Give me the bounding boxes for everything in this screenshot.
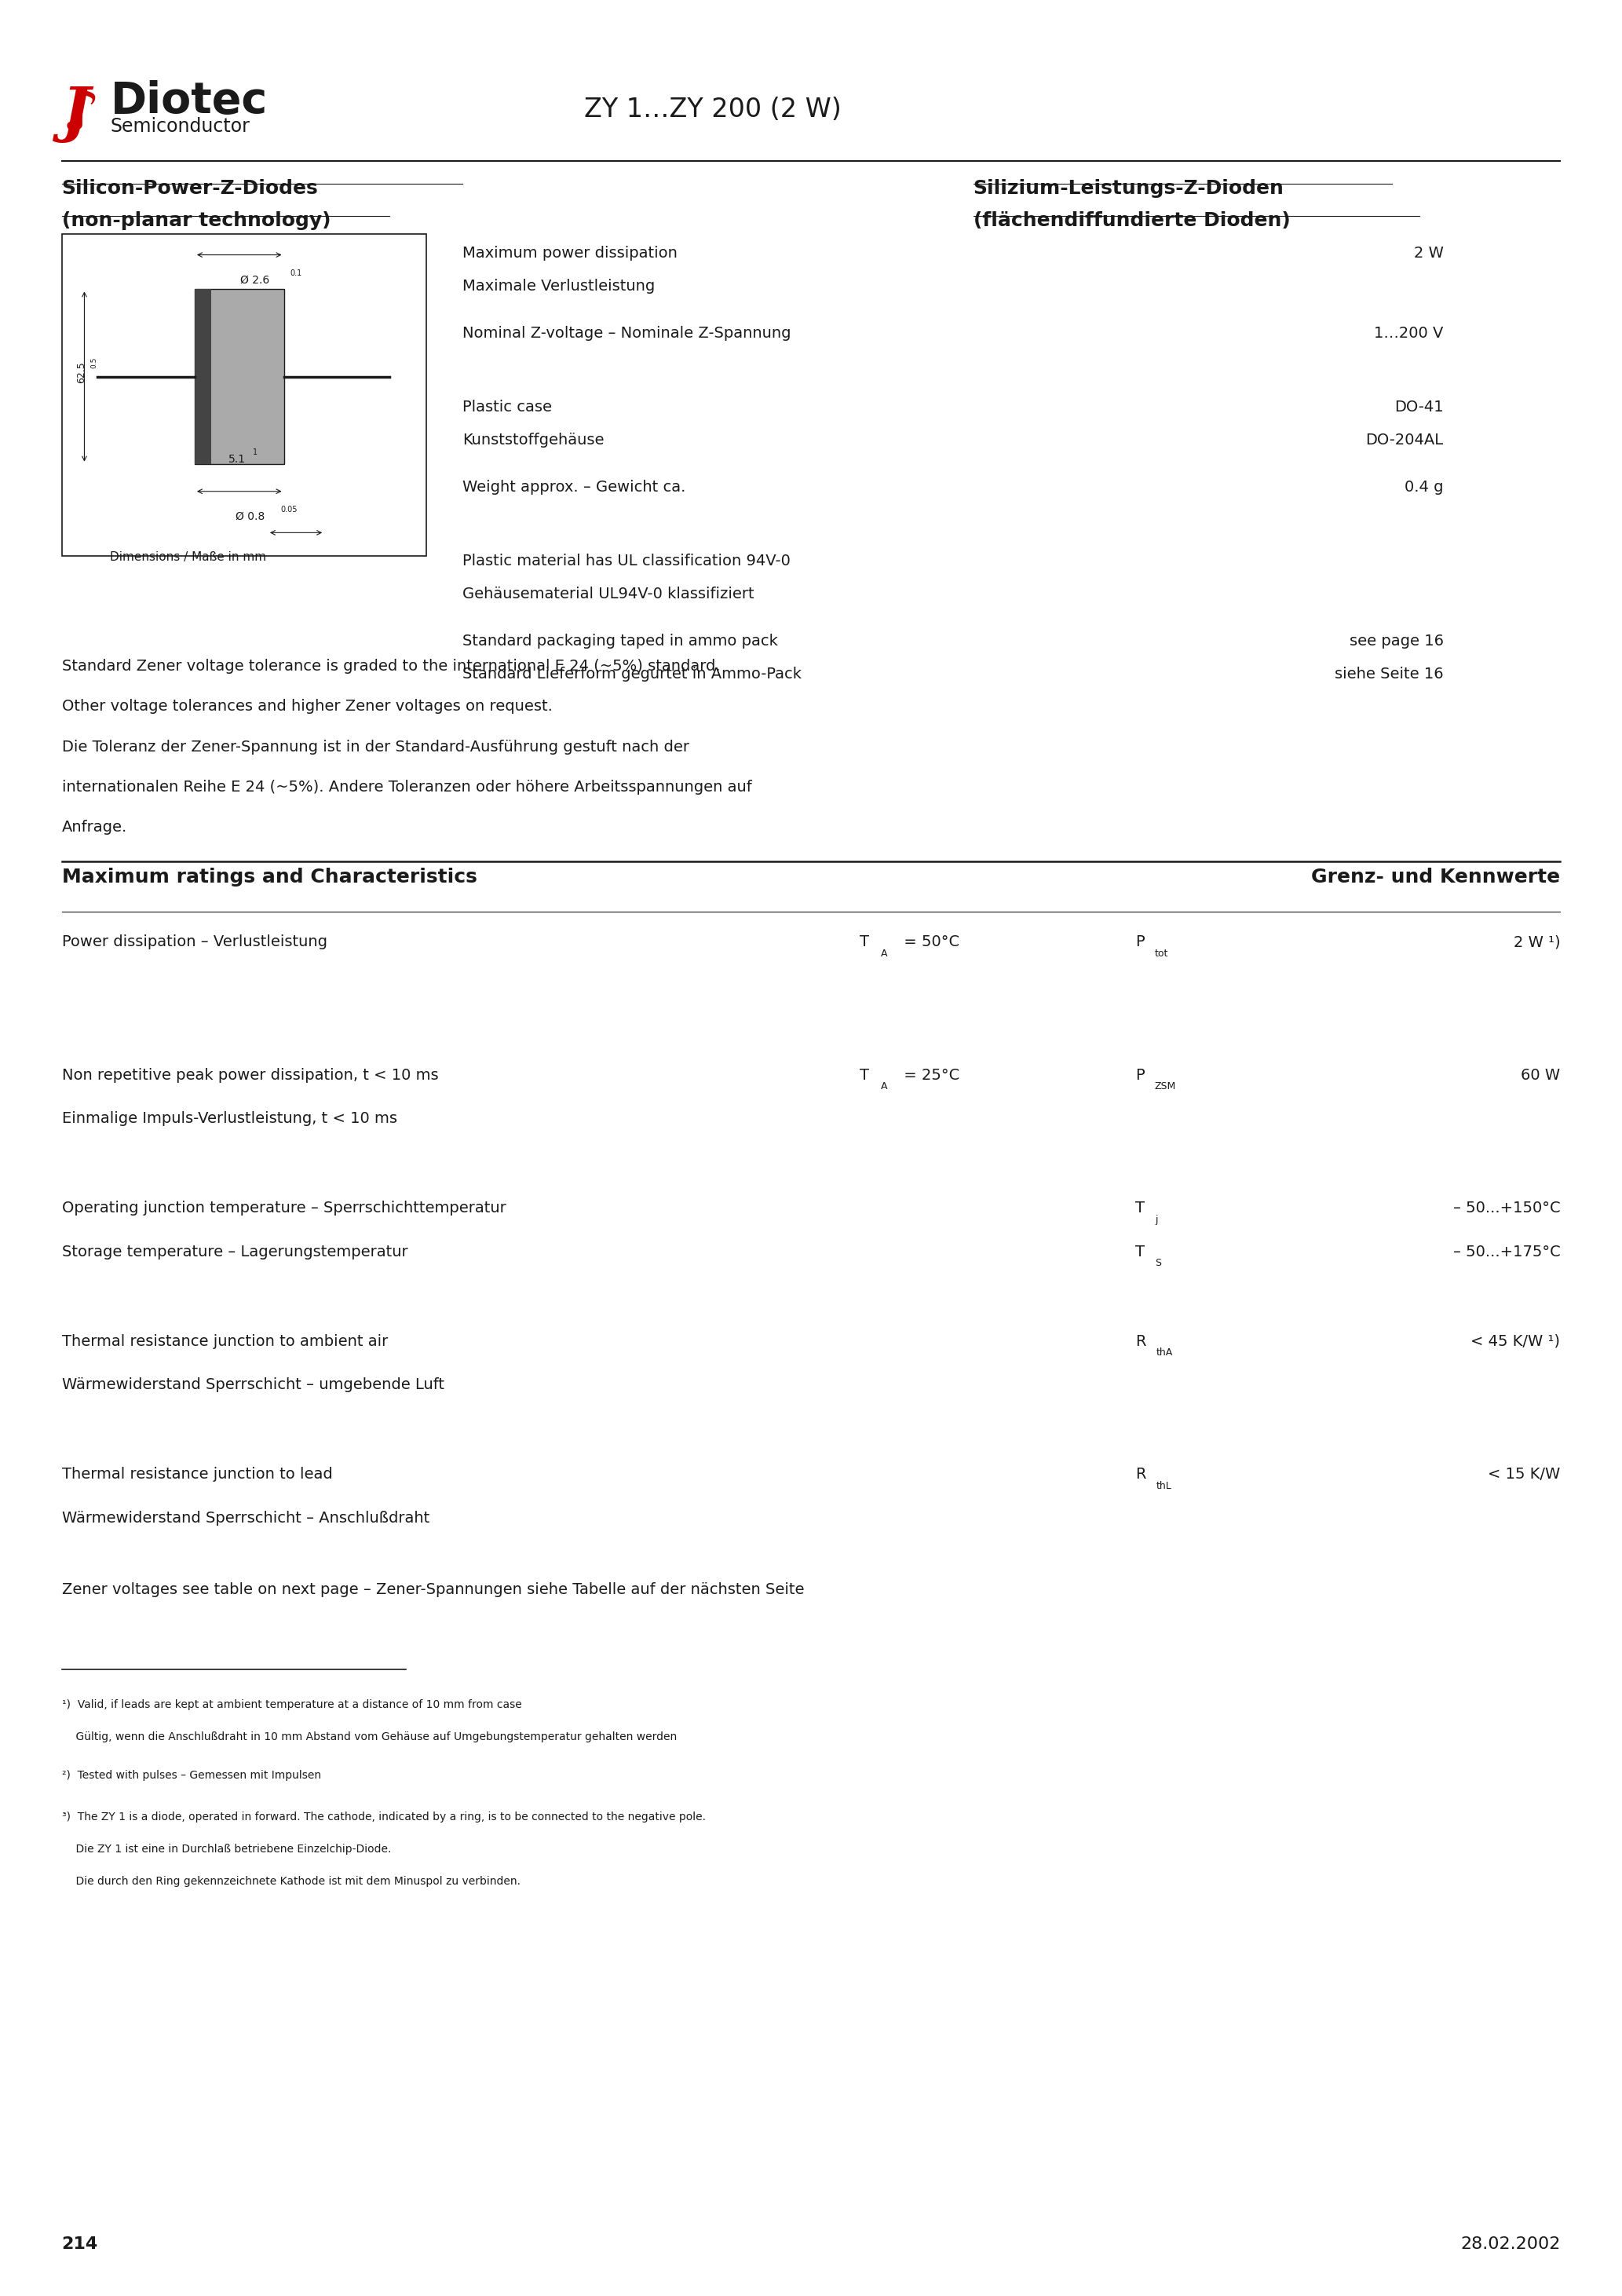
Text: 0.5: 0.5 [91,358,97,367]
Text: tot: tot [1155,948,1168,957]
Text: Die durch den Ring gekennzeichnete Kathode ist mit dem Minuspol zu verbinden.: Die durch den Ring gekennzeichnete Katho… [62,1876,521,1887]
Text: 0.1: 0.1 [290,269,302,278]
Text: Wärmewiderstand Sperrschicht – Anschlußdraht: Wärmewiderstand Sperrschicht – Anschlußd… [62,1511,430,1525]
Bar [195,289,284,464]
Text: (non-planar technology): (non-planar technology) [62,211,331,230]
Text: = 25°C: = 25°C [899,1068,959,1081]
Text: Die ZY 1 ist eine in Durchlaß betriebene Einzelchip-Diode.: Die ZY 1 ist eine in Durchlaß betriebene… [62,1844,391,1855]
Text: A: A [881,1081,887,1091]
Text: Maximale Verlustleistung: Maximale Verlustleistung [462,278,655,294]
Text: Standard Zener voltage tolerance is graded to the international E 24 (~5%) stand: Standard Zener voltage tolerance is grad… [62,659,720,673]
Text: Plastic case: Plastic case [462,400,551,413]
Text: Maximum power dissipation: Maximum power dissipation [462,246,678,259]
Text: DO-204AL: DO-204AL [1366,432,1444,448]
Text: Dimensions / Maße in mm: Dimensions / Maße in mm [110,551,266,563]
Bar [195,289,211,464]
Text: Die Toleranz der Zener-Spannung ist in der Standard-Ausführung gestuft nach der: Die Toleranz der Zener-Spannung ist in d… [62,739,689,753]
Text: Ø 2.6: Ø 2.6 [240,276,269,285]
Text: thL: thL [1156,1481,1173,1490]
Text: Plastic material has UL classification 94V-0: Plastic material has UL classification 9… [462,553,790,567]
Text: Semiconductor: Semiconductor [110,117,250,135]
Text: ³)  The ZY 1 is a diode, operated in forward. The cathode, indicated by a ring, : ³) The ZY 1 is a diode, operated in forw… [62,1812,706,1823]
Text: Thermal resistance junction to ambient air: Thermal resistance junction to ambient a… [62,1334,388,1348]
Text: Grenz- und Kennwerte: Grenz- und Kennwerte [1312,868,1560,886]
Text: thA: thA [1156,1348,1173,1357]
Text: j: j [1155,1215,1158,1224]
Text: (flächendiffundierte Dioden): (flächendiffundierte Dioden) [973,211,1289,230]
Text: ²)  Tested with pulses – Gemessen mit Impulsen: ²) Tested with pulses – Gemessen mit Imp… [62,1770,321,1782]
Text: Operating junction temperature – Sperrschichttemperatur: Operating junction temperature – Sperrsc… [62,1201,506,1215]
Text: 2 W: 2 W [1414,246,1444,259]
Text: 5.1: 5.1 [229,455,247,464]
Text: Gültig, wenn die Anschlußdraht in 10 mm Abstand vom Gehäuse auf Umgebungstempera: Gültig, wenn die Anschlußdraht in 10 mm … [62,1731,676,1743]
FancyBboxPatch shape [62,234,427,556]
Text: Power dissipation – Verlustleistung: Power dissipation – Verlustleistung [62,934,328,948]
Text: Einmalige Impuls-Verlustleistung, t < 10 ms: Einmalige Impuls-Verlustleistung, t < 10… [62,1111,397,1125]
Text: Silicon-Power-Z-Diodes: Silicon-Power-Z-Diodes [62,179,318,197]
Text: Ø 0.8: Ø 0.8 [235,512,264,521]
Text: Silizium-Leistungs-Z-Dioden: Silizium-Leistungs-Z-Dioden [973,179,1285,197]
Text: P: P [1135,1068,1145,1081]
Text: P: P [1135,934,1145,948]
Text: Storage temperature – Lagerungstemperatur: Storage temperature – Lagerungstemperatu… [62,1244,407,1258]
Text: 1: 1 [253,448,258,457]
Text: < 45 K/W ¹): < 45 K/W ¹) [1471,1334,1560,1348]
Text: Standard packaging taped in ammo pack: Standard packaging taped in ammo pack [462,634,779,647]
Text: 62.5: 62.5 [76,360,86,383]
Text: 0.05: 0.05 [281,505,297,514]
Text: T: T [860,934,869,948]
Text: 2 W ¹): 2 W ¹) [1513,934,1560,948]
Text: Zener voltages see table on next page – Zener-Spannungen siehe Tabelle auf der n: Zener voltages see table on next page – … [62,1582,805,1596]
Text: Anfrage.: Anfrage. [62,820,127,833]
Text: T: T [1135,1244,1145,1258]
Text: – 50...+175°C: – 50...+175°C [1453,1244,1560,1258]
Text: Non repetitive peak power dissipation, t < 10 ms: Non repetitive peak power dissipation, t… [62,1068,438,1081]
Text: T: T [1135,1201,1145,1215]
Text: DO-41: DO-41 [1395,400,1444,413]
Text: Kunststoffgehäuse: Kunststoffgehäuse [462,432,603,448]
Text: R: R [1135,1334,1147,1348]
Text: Diotec: Diotec [110,80,268,122]
Text: 28.02.2002: 28.02.2002 [1460,2236,1560,2252]
Text: Maximum ratings and Characteristics: Maximum ratings and Characteristics [62,868,477,886]
Text: 0.4 g: 0.4 g [1405,480,1444,494]
Text: Weight approx. – Gewicht ca.: Weight approx. – Gewicht ca. [462,480,686,494]
Text: < 15 K/W: < 15 K/W [1487,1467,1560,1481]
Text: Gehäusematerial UL94V-0 klassifiziert: Gehäusematerial UL94V-0 klassifiziert [462,588,754,602]
Text: Nominal Z-voltage – Nominale Z-Spannung: Nominal Z-voltage – Nominale Z-Spannung [462,326,792,340]
Text: Wärmewiderstand Sperrschicht – umgebende Luft: Wärmewiderstand Sperrschicht – umgebende… [62,1378,444,1391]
Text: Standard Lieferform gegurtet in Ammo-Pack: Standard Lieferform gegurtet in Ammo-Pac… [462,668,801,682]
Text: S: S [1155,1258,1161,1267]
Text: J: J [62,85,89,142]
Text: see page 16: see page 16 [1350,634,1444,647]
Text: – 50...+150°C: – 50...+150°C [1453,1201,1560,1215]
Text: Thermal resistance junction to lead: Thermal resistance junction to lead [62,1467,333,1481]
Text: R: R [1135,1467,1147,1481]
Text: 1…200 V: 1…200 V [1374,326,1444,340]
Text: ZSM: ZSM [1155,1081,1176,1091]
Text: ZY 1…ZY 200 (2 W): ZY 1…ZY 200 (2 W) [584,96,842,122]
Text: 214: 214 [62,2236,97,2252]
Text: internationalen Reihe E 24 (~5%). Andere Toleranzen oder höhere Arbeitsspannunge: internationalen Reihe E 24 (~5%). Andere… [62,781,751,794]
Text: ♪: ♪ [62,85,101,142]
Text: T: T [860,1068,869,1081]
Text: ¹)  Valid, if leads are kept at ambient temperature at a distance of 10 mm from : ¹) Valid, if leads are kept at ambient t… [62,1699,522,1711]
Text: siehe Seite 16: siehe Seite 16 [1335,668,1444,682]
Text: A: A [881,948,887,957]
Text: Other voltage tolerances and higher Zener voltages on request.: Other voltage tolerances and higher Zene… [62,698,551,714]
Text: 60 W: 60 W [1521,1068,1560,1081]
Text: = 50°C: = 50°C [899,934,959,948]
